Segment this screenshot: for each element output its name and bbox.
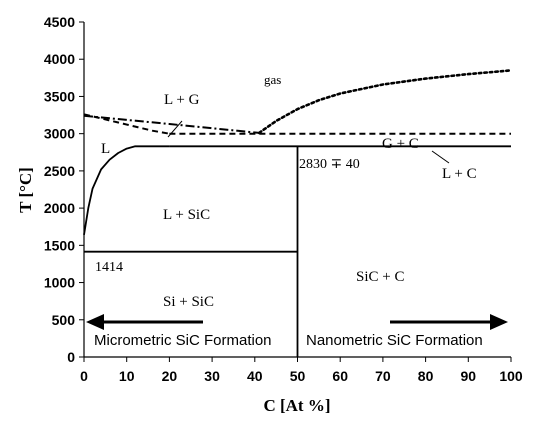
y-axis-title: T [°C] — [16, 167, 35, 213]
y-tick-label: 2000 — [44, 200, 75, 216]
phase-boundary-dashed — [83, 113, 170, 135]
region-label-l-plus-sic: L + SiC — [163, 207, 210, 223]
x-tick-label: 100 — [499, 368, 523, 384]
x-tick-label: 70 — [375, 368, 391, 384]
l-plus-g-leader-line — [167, 120, 183, 138]
y-tick-label: 500 — [52, 312, 76, 328]
nanometric-arrow-head — [490, 314, 508, 330]
micrometric-formation-label: Micrometric SiC Formation — [94, 332, 272, 349]
region-label-l-plus-g: L + G — [164, 92, 200, 108]
x-tick-label: 50 — [290, 368, 306, 384]
y-tick-label: 1000 — [44, 275, 75, 291]
phase-boundary-solid — [83, 145, 170, 236]
x-axis-title: C [At %] — [263, 396, 330, 415]
x-tick-label: 40 — [247, 368, 263, 384]
phase-boundary-dotted — [257, 69, 513, 135]
formation-arrows — [86, 314, 508, 330]
x-tick-label: 90 — [461, 368, 477, 384]
y-tick-label: 0 — [67, 349, 75, 365]
x-tick-label: 80 — [418, 368, 434, 384]
si-melting-point-label: 1414 — [95, 260, 123, 275]
x-tick-label: 30 — [204, 368, 220, 384]
x-tick-label: 20 — [162, 368, 178, 384]
x-tick-label: 10 — [119, 368, 135, 384]
y-tick-label: 2500 — [44, 163, 75, 179]
x-axis-ticks: 0 10 20 30 40 50 60 70 80 90 100 — [80, 357, 523, 384]
y-tick-label: 1500 — [44, 237, 75, 253]
micrometric-arrow-head — [86, 314, 104, 330]
nanometric-formation-label: Nanometric SiC Formation — [306, 332, 483, 349]
eutectic-temperature-label: 2830 ∓ 40 — [299, 157, 360, 172]
y-tick-label: 4500 — [44, 14, 75, 30]
x-tick-label: 60 — [332, 368, 348, 384]
region-label-l: L — [101, 141, 110, 157]
region-label-si-plus-sic: Si + SiC — [163, 294, 214, 310]
l-plus-c-leader-line — [431, 150, 450, 164]
region-label-sic-plus-c: SiC + C — [356, 269, 404, 285]
x-tick-label: 0 — [80, 368, 88, 384]
region-label-g-plus-c: G + C — [382, 136, 419, 152]
region-label-gas: gas — [264, 72, 281, 87]
region-label-l-plus-c: L + C — [442, 166, 477, 182]
annotation-leaders — [167, 120, 450, 164]
phase-boundary-dash-dot — [83, 114, 260, 134]
y-tick-label: 3500 — [44, 88, 75, 104]
phase-boundaries — [83, 69, 513, 357]
y-tick-label: 4000 — [44, 51, 75, 67]
y-axis-ticks: 0 500 1000 1500 2000 2500 3000 3500 4000 4500 — [44, 14, 84, 365]
y-tick-label: 3000 — [44, 126, 75, 142]
